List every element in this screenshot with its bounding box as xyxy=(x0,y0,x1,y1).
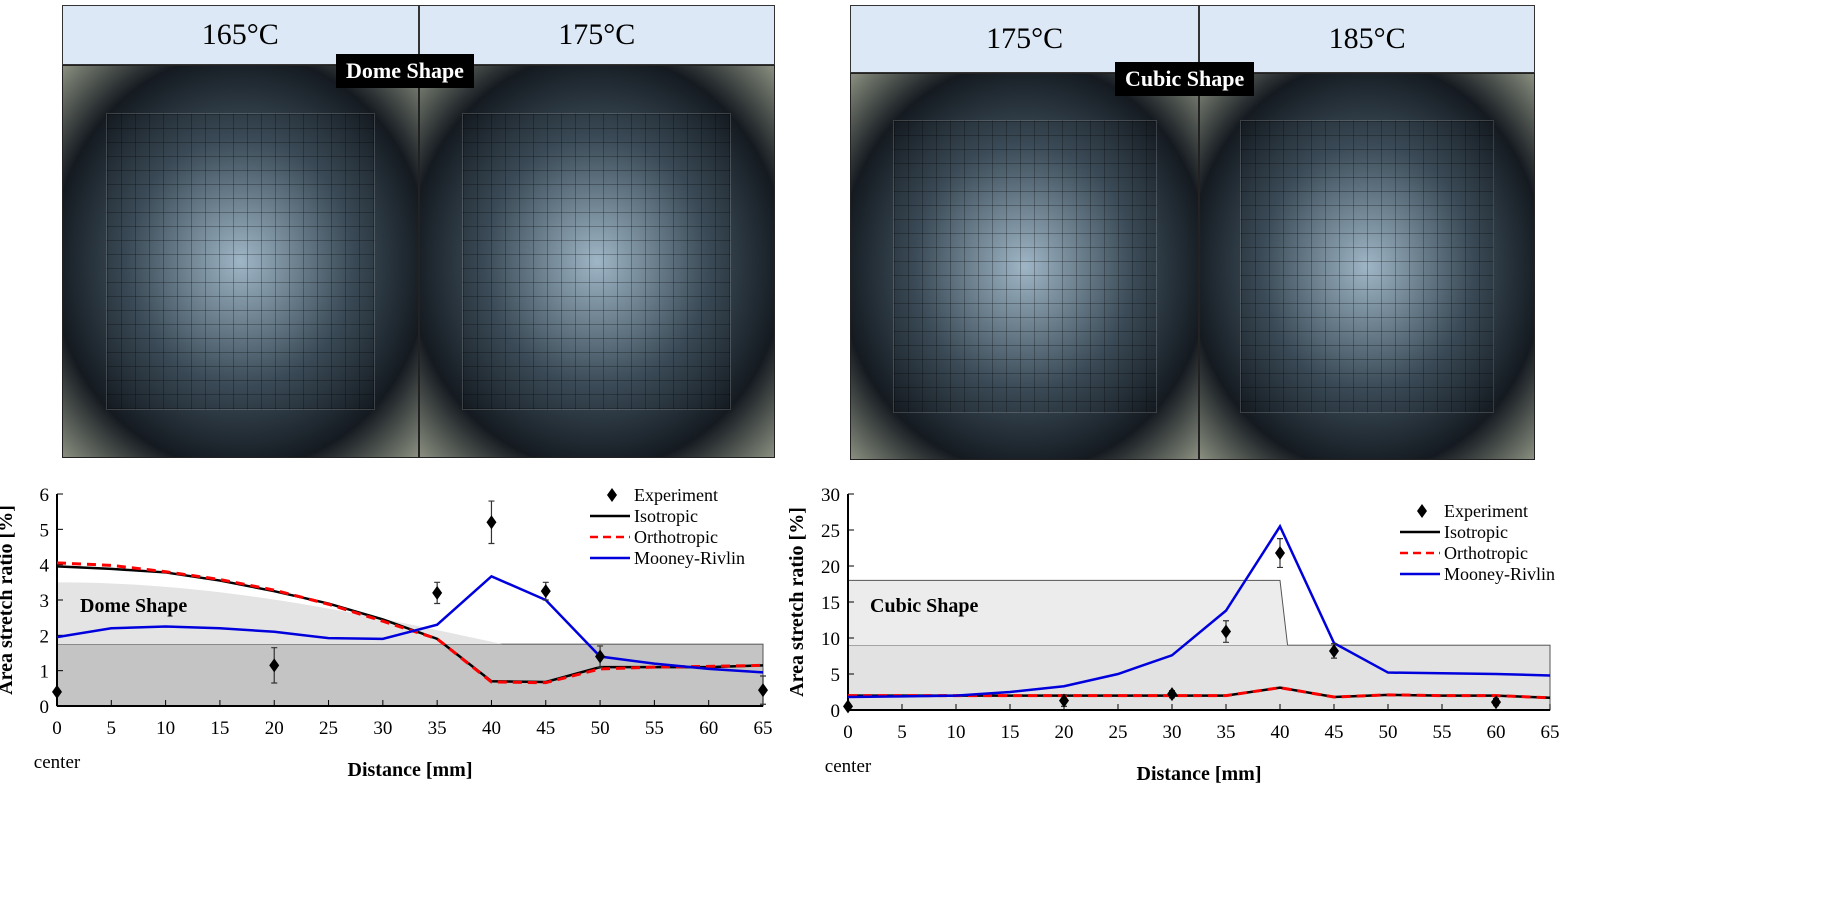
x-tick-label: 25 xyxy=(1109,722,1128,743)
experiment-point xyxy=(486,515,497,530)
y-tick-label: 10 xyxy=(821,629,840,650)
shape-badge: Cubic Shape xyxy=(1115,62,1255,96)
x-tick-label: 0 xyxy=(843,722,853,743)
legend-label: Isotropic xyxy=(1444,522,1508,542)
y-axis-title: Area stretch ratio [%] xyxy=(786,507,808,697)
legend-label: Mooney-Rivlin xyxy=(1444,564,1555,584)
x-tick-label: 20 xyxy=(1055,722,1074,743)
x-tick-label: 55 xyxy=(1433,722,1452,743)
y-tick-label: 30 xyxy=(821,485,840,506)
temp-label: 175°C xyxy=(418,5,775,65)
legend-label: Orthotropic xyxy=(634,527,718,547)
series-orthotropic-line xyxy=(56,561,764,685)
x-tick-label: 15 xyxy=(210,718,229,739)
temp-label: 185°C xyxy=(1199,5,1535,73)
experiment-point xyxy=(52,684,62,699)
experiment-point xyxy=(1167,687,1177,702)
shape-label: Dome Shape xyxy=(80,595,187,617)
x-tick-label: 60 xyxy=(1487,722,1506,743)
legend-label: Mooney-Rivlin xyxy=(634,548,745,568)
legend-label: Orthotropic xyxy=(1444,543,1528,563)
shape-band xyxy=(56,643,764,707)
x-tick-label: 30 xyxy=(1163,722,1182,743)
x-tick-label: 50 xyxy=(591,718,610,739)
cubic-photo-panel: 175°C 185°C Cubic Shape xyxy=(850,5,1535,460)
x-tick-label: 65 xyxy=(1541,722,1560,743)
shape-badge: Dome Shape xyxy=(336,54,474,88)
x-tick-label: 5 xyxy=(897,722,907,743)
x-tick-label: 65 xyxy=(754,718,773,739)
y-tick-label: 20 xyxy=(821,557,840,578)
dome-photo-175 xyxy=(418,65,775,458)
x-tick-label: 0 xyxy=(52,718,62,739)
center-label: center xyxy=(34,752,81,773)
series-mooney-rivlin-line xyxy=(847,523,1551,699)
legend-label: Experiment xyxy=(634,485,718,505)
experiment-point xyxy=(1059,693,1069,708)
x-tick-label: 20 xyxy=(265,718,284,739)
cubic-photo-175 xyxy=(850,73,1200,460)
experiment-point xyxy=(269,658,280,673)
x-tick-label: 35 xyxy=(428,718,447,739)
experiment-point xyxy=(1275,546,1285,561)
x-tick-label: 60 xyxy=(699,718,718,739)
x-tick-label: 45 xyxy=(1325,722,1344,743)
x-tick-label: 40 xyxy=(1271,722,1290,743)
y-tick-label: 2 xyxy=(40,626,50,647)
x-tick-label: 5 xyxy=(107,718,117,739)
shape-band xyxy=(847,644,1551,711)
y-tick-label: 0 xyxy=(40,697,50,718)
dome-photo-panel: 165°C 175°C Dome Shape xyxy=(62,5,775,458)
x-tick-label: 30 xyxy=(373,718,392,739)
x-tick-label: 35 xyxy=(1217,722,1236,743)
legend-marker-experiment xyxy=(607,488,617,502)
legend-marker-experiment xyxy=(1417,504,1427,518)
y-tick-label: 4 xyxy=(40,556,50,577)
y-tick-label: 1 xyxy=(40,662,50,683)
series-mooney-rivlin-line xyxy=(56,574,764,674)
dome-photo-165 xyxy=(62,65,419,458)
x-tick-label: 15 xyxy=(1001,722,1020,743)
y-tick-label: 5 xyxy=(40,520,50,541)
x-tick-label: 10 xyxy=(156,718,175,739)
y-tick-label: 0 xyxy=(831,701,841,722)
dome-shape xyxy=(57,582,503,645)
y-tick-label: 3 xyxy=(40,591,50,612)
experiment-point xyxy=(432,585,443,600)
legend-label: Experiment xyxy=(1444,501,1528,521)
experiment-point xyxy=(758,683,768,698)
series-orthotropic-line xyxy=(848,686,1551,700)
experiment-point xyxy=(595,649,606,664)
y-tick-label: 15 xyxy=(821,593,840,614)
x-tick-label: 45 xyxy=(536,718,555,739)
x-tick-label: 10 xyxy=(947,722,966,743)
experiment-point xyxy=(1221,624,1231,639)
shape-label: Cubic Shape xyxy=(870,595,978,617)
x-axis-title: Distance [mm] xyxy=(348,759,473,781)
experiment-point xyxy=(843,699,853,714)
experiment-point xyxy=(1491,695,1501,710)
center-label: center xyxy=(825,756,872,777)
temp-label: 175°C xyxy=(850,5,1200,73)
x-axis-title: Distance [mm] xyxy=(1137,763,1262,785)
cubic-photo-185 xyxy=(1199,73,1535,460)
x-tick-label: 55 xyxy=(645,718,664,739)
x-tick-label: 25 xyxy=(319,718,338,739)
temp-label: 165°C xyxy=(62,5,419,65)
x-tick-label: 40 xyxy=(482,718,501,739)
experiment-point xyxy=(540,584,551,599)
y-tick-label: 6 xyxy=(40,485,50,506)
y-axis-title: Area stretch ratio [%] xyxy=(0,505,17,695)
legend-label: Isotropic xyxy=(634,506,698,526)
y-tick-label: 25 xyxy=(821,521,840,542)
x-tick-label: 50 xyxy=(1379,722,1398,743)
experiment-point xyxy=(1329,643,1339,658)
y-tick-label: 5 xyxy=(831,665,841,686)
